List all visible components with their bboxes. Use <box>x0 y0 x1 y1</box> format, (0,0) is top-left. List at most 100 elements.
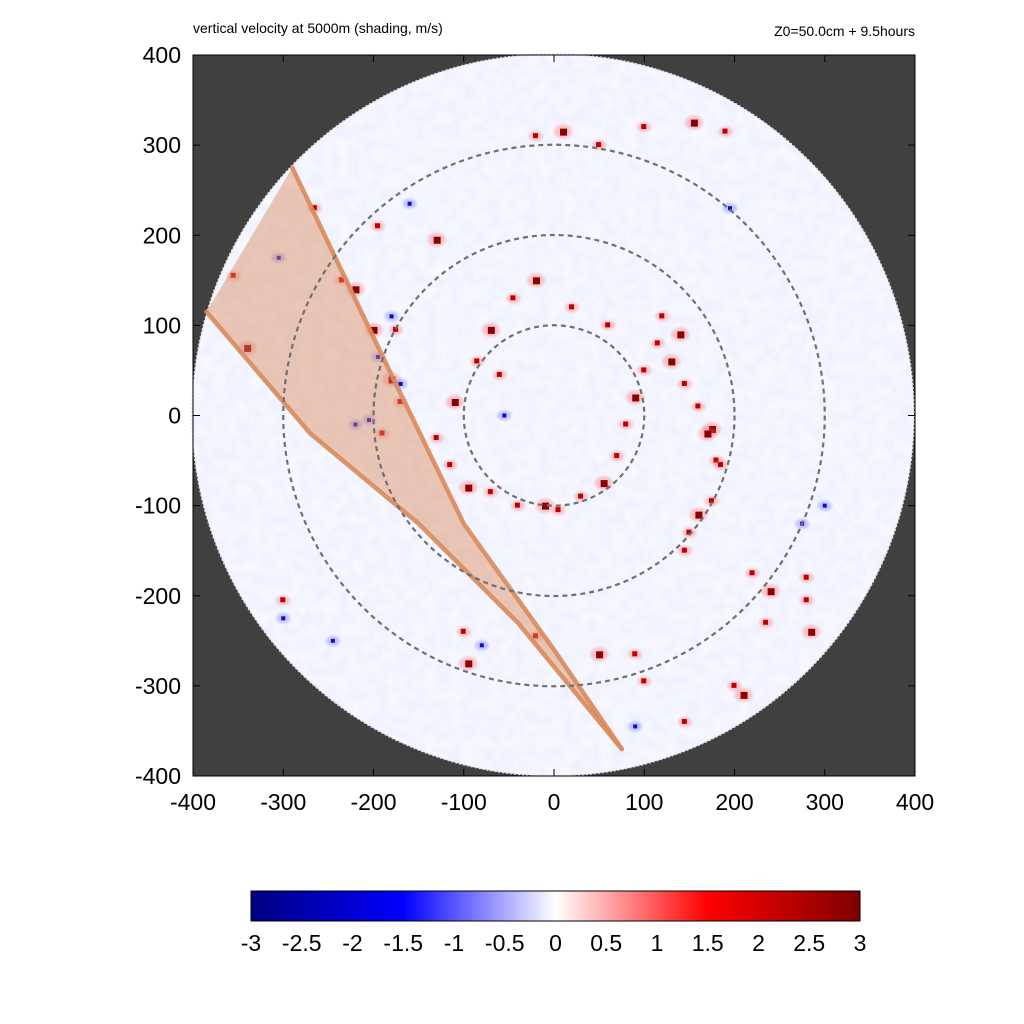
domain-disk <box>191 53 915 777</box>
colorbar-tick-label: -1.5 <box>383 930 423 956</box>
updraft-cell <box>808 628 816 636</box>
updraft-cell <box>731 682 737 688</box>
downdraft-cell <box>727 206 732 211</box>
updraft-cell <box>605 322 611 328</box>
downdraft-cell <box>281 616 286 621</box>
updraft-cell <box>681 547 687 553</box>
sector-edge-south <box>204 309 624 752</box>
y-tick-label: 200 <box>143 222 181 248</box>
x-tick-label: -200 <box>350 789 396 815</box>
downdraft-cell <box>353 422 358 427</box>
updraft-cell <box>311 205 317 211</box>
updraft-cell <box>514 502 520 508</box>
downdraft-cell <box>633 724 638 729</box>
updraft-cell <box>717 462 723 468</box>
updraft-cell <box>393 326 399 332</box>
updraft-cell <box>713 457 719 463</box>
axes: -400 -300 -200 -100 0 100 200 300 400 400 300 200 10… <box>135 42 934 815</box>
updraft-cell <box>695 511 703 519</box>
downdraft-cell <box>398 381 403 386</box>
downdraft-cell <box>276 255 281 260</box>
updraft-cell <box>569 304 575 310</box>
shaded-sector <box>204 165 624 752</box>
x-tick-label: 100 <box>625 789 663 815</box>
y-tick-label: -400 <box>135 763 181 789</box>
updraft-cell <box>433 236 441 244</box>
updraft-cell <box>767 588 775 596</box>
updraft-cell <box>532 133 538 139</box>
downdraft-cell <box>330 638 335 643</box>
updraft-cell <box>641 678 647 684</box>
colorbar-tick-label: 2.5 <box>793 930 825 956</box>
updraft-cell <box>375 223 381 229</box>
updraft-cell <box>510 295 516 301</box>
y-tick-label: -100 <box>135 493 181 519</box>
updraft-cell <box>659 313 665 319</box>
updraft-cell <box>433 435 439 441</box>
updraft-cell <box>740 691 748 699</box>
updraft-cell <box>532 633 538 639</box>
updraft-cell <box>280 597 286 603</box>
colorbar-tick-label: -3 <box>241 930 261 956</box>
x-tick-label: -300 <box>260 789 306 815</box>
updraft-cell <box>496 371 502 377</box>
velocity-cells <box>226 95 832 732</box>
updraft-cell <box>681 380 687 386</box>
updraft-cell <box>244 344 252 352</box>
updraft-cell <box>803 574 809 580</box>
updraft-cell <box>677 331 685 339</box>
updraft-cell <box>749 570 755 576</box>
updraft-cell <box>474 358 480 364</box>
updraft-cell <box>704 430 712 438</box>
range-ring <box>282 143 826 688</box>
sector-edge-north <box>290 165 624 752</box>
colorbar-tick-label: 1 <box>651 930 664 956</box>
downdraft-cell <box>502 413 507 418</box>
colorbar-tick-label: -0.5 <box>485 930 525 956</box>
updraft-cell <box>532 277 540 285</box>
updraft-cell <box>487 326 495 334</box>
updraft-cell <box>555 507 561 513</box>
updraft-cell <box>541 502 549 510</box>
updraft-cell <box>460 628 466 634</box>
colorbar-tick-label: 0.5 <box>590 930 622 956</box>
x-tick-label: -100 <box>441 789 487 815</box>
colorbar-tick-label: -2.5 <box>282 930 322 956</box>
range-rings <box>282 143 826 688</box>
updraft-cell <box>763 619 769 625</box>
updraft-cell <box>596 142 602 148</box>
updraft-cell <box>596 651 604 659</box>
colorbar: -3 -2.5 -2 -1.5 -1 -0.5 0 0.5 1 1.5 2 2.5 3 <box>241 890 866 956</box>
downdraft-cell <box>366 418 371 423</box>
range-ring <box>462 324 646 507</box>
updraft-cell <box>681 718 687 724</box>
updraft-cell <box>447 462 453 468</box>
colorbar-tick-label: 2 <box>752 930 765 956</box>
chart-title-right: Z0=50.0cm + 9.5hours <box>774 23 915 39</box>
updraft-cell <box>668 358 676 366</box>
domain-texture <box>192 54 914 776</box>
y-tick-label: -300 <box>135 673 181 699</box>
y-tick-label: 400 <box>143 42 181 68</box>
updraft-cell <box>803 597 809 603</box>
updraft-cell <box>708 498 714 504</box>
updraft-cell <box>614 453 620 459</box>
updraft-cell <box>338 277 344 283</box>
colorbar-tick-label: 1.5 <box>692 930 724 956</box>
sector-fill <box>206 167 622 749</box>
chart-title-left: vertical velocity at 5000m (shading, m/s… <box>193 20 443 36</box>
y-tick-label: 100 <box>143 312 181 338</box>
updraft-cell <box>465 660 473 668</box>
y-tick-label: -200 <box>135 583 181 609</box>
updraft-cell <box>370 326 378 334</box>
updraft-cell <box>451 398 459 406</box>
updraft-cell <box>632 394 640 402</box>
updraft-cell <box>641 367 647 373</box>
x-tick-label: -400 <box>170 789 216 815</box>
range-ring <box>372 233 736 598</box>
updraft-cell <box>600 480 608 488</box>
updraft-cell <box>722 128 728 134</box>
colorbar-tick-label: -2 <box>342 930 362 956</box>
updraft-cell <box>397 398 403 404</box>
